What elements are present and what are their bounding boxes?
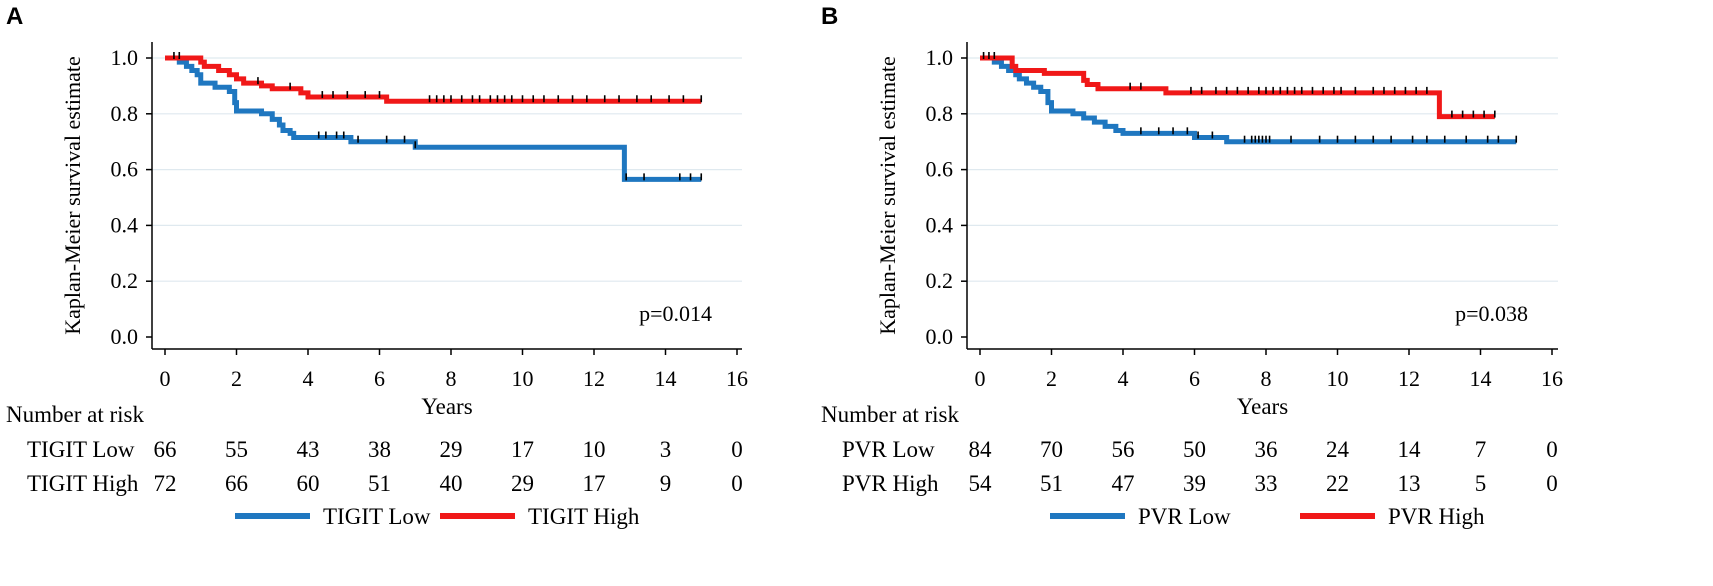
risk-row-label: TIGIT High <box>27 471 139 496</box>
risk-row-label: TIGIT Low <box>27 437 135 462</box>
x-tick-label: 4 <box>1118 366 1129 391</box>
x-tick-label: 2 <box>231 366 242 391</box>
legend-label: PVR Low <box>1138 504 1231 529</box>
y-tick-label: 0.6 <box>111 157 139 182</box>
x-tick-label: 0 <box>160 366 171 391</box>
risk-count: 33 <box>1255 471 1278 496</box>
risk-count: 13 <box>1398 471 1421 496</box>
risk-count: 0 <box>1546 471 1558 496</box>
risk-count: 66 <box>154 437 177 462</box>
y-tick-label: 1.0 <box>111 45 139 70</box>
risk-count: 0 <box>731 437 743 462</box>
risk-count: 9 <box>660 471 672 496</box>
panel-b: B0.00.20.40.60.81.00 2 4 6 8 10 12 14 16YearsKap… <box>821 3 1563 529</box>
risk-count: 84 <box>969 437 993 462</box>
panel-a: A 0.0 0.2 0.4 0.6 0.8 1.0 0 2 4 6 8 10 12 14 16 Years Kap… <box>6 3 748 529</box>
x-tick-label: 12 <box>1398 366 1420 391</box>
y-tick-label: 0.8 <box>111 101 139 126</box>
x-tick-label: 10 <box>512 366 534 391</box>
risk-table-title: Number at risk <box>821 402 959 427</box>
x-tick-label: 6 <box>374 366 385 391</box>
risk-count: 39 <box>1183 471 1206 496</box>
y-tick-label: 0.2 <box>926 268 954 293</box>
risk-count: 14 <box>1398 437 1422 462</box>
risk-count: 43 <box>297 437 320 462</box>
x-tick-label: 8 <box>446 366 457 391</box>
risk-count: 50 <box>1183 437 1206 462</box>
x-tick-label: 16 <box>1541 366 1563 391</box>
risk-count: 56 <box>1112 437 1135 462</box>
x-tick-label: 2 <box>1046 366 1057 391</box>
risk-count: 29 <box>511 471 534 496</box>
risk-count: 72 <box>154 471 177 496</box>
p-value: p=0.014 <box>639 301 712 326</box>
x-tick-label: 14 <box>1470 366 1492 391</box>
risk-count: 66 <box>225 471 248 496</box>
survival-curve-pvr-high <box>980 55 1495 120</box>
legend-label: PVR High <box>1388 504 1485 529</box>
risk-count: 60 <box>297 471 320 496</box>
x-axis-title: Years <box>1237 394 1288 419</box>
p-value: p=0.038 <box>1455 301 1528 326</box>
risk-count: 47 <box>1112 471 1135 496</box>
risk-count: 51 <box>1040 471 1063 496</box>
y-axis-title: Kaplan-Meier survival estimate <box>875 56 900 335</box>
risk-count: 54 <box>969 471 993 496</box>
risk-count: 40 <box>440 471 463 496</box>
panel-label: A <box>6 3 23 30</box>
risk-count: 70 <box>1040 437 1063 462</box>
risk-count: 0 <box>1546 437 1558 462</box>
y-tick-label: 0.6 <box>926 157 954 182</box>
x-axis-title: Years <box>421 394 472 419</box>
risk-row-label: PVR Low <box>842 437 935 462</box>
y-axis-title: Kaplan-Meier survival estimate <box>60 56 85 335</box>
risk-count: 24 <box>1326 437 1350 462</box>
risk-count: 17 <box>511 437 534 462</box>
y-tick-label: 0.4 <box>111 212 139 237</box>
risk-count: 5 <box>1475 471 1487 496</box>
x-tick-label: 0 <box>975 366 986 391</box>
legend-label: TIGIT High <box>528 504 640 529</box>
risk-count: 3 <box>660 437 672 462</box>
y-tick-label: 0.0 <box>111 324 139 349</box>
risk-table-title: Number at risk <box>6 402 144 427</box>
x-tick-label: 16 <box>726 366 748 391</box>
legend-label: TIGIT Low <box>323 504 431 529</box>
survival-curve-pvr-low <box>980 55 1517 145</box>
x-tick-label: 12 <box>583 366 605 391</box>
x-tick-label: 14 <box>655 366 677 391</box>
risk-count: 17 <box>583 471 606 496</box>
x-tick-label: 6 <box>1189 366 1200 391</box>
risk-count: 51 <box>368 471 391 496</box>
survival-curve-tigit-low <box>165 55 702 182</box>
x-tick-label: 8 <box>1261 366 1272 391</box>
risk-count: 36 <box>1255 437 1278 462</box>
risk-count: 55 <box>225 437 248 462</box>
y-tick-label: 0.2 <box>111 268 139 293</box>
risk-count: 7 <box>1475 437 1487 462</box>
x-tick-label: 4 <box>303 366 314 391</box>
y-tick-label: 0.0 <box>926 324 954 349</box>
x-tick-label: 10 <box>1327 366 1349 391</box>
risk-count: 22 <box>1326 471 1349 496</box>
survival-curve-tigit-high <box>165 55 702 104</box>
risk-count: 29 <box>440 437 463 462</box>
y-tick-label: 0.4 <box>926 212 954 237</box>
y-tick-label: 1.0 <box>926 45 954 70</box>
risk-count: 10 <box>583 437 606 462</box>
panel-label: B <box>821 3 838 30</box>
risk-count: 0 <box>731 471 743 496</box>
y-tick-label: 0.8 <box>926 101 954 126</box>
risk-count: 38 <box>368 437 391 462</box>
risk-row-label: PVR High <box>842 471 939 496</box>
